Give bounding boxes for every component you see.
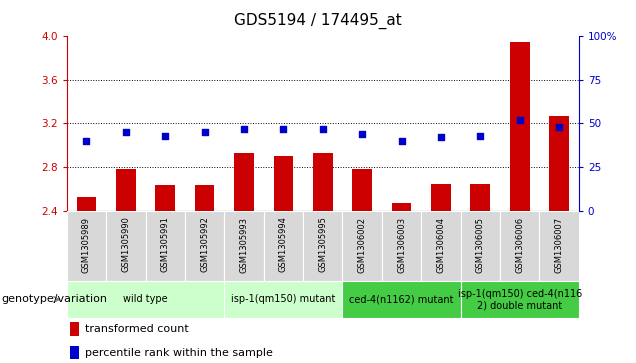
Point	[436, 134, 446, 140]
Point	[396, 138, 406, 144]
Text: GSM1306002: GSM1306002	[357, 216, 366, 273]
Point	[279, 126, 289, 131]
Bar	[460, 211, 500, 281]
Bar	[431, 184, 451, 211]
Point	[200, 129, 210, 135]
Bar	[342, 211, 382, 281]
Text: GSM1306003: GSM1306003	[397, 216, 406, 273]
Bar	[185, 211, 225, 281]
Text: GSM1306005: GSM1306005	[476, 216, 485, 273]
Bar	[550, 116, 569, 211]
Text: GSM1306007: GSM1306007	[555, 216, 563, 273]
Text: GSM1305993: GSM1305993	[240, 216, 249, 273]
Bar	[116, 169, 135, 211]
Point	[318, 126, 328, 131]
Point	[475, 133, 485, 139]
Text: GSM1305994: GSM1305994	[279, 217, 288, 273]
Bar	[342, 281, 460, 318]
Bar	[303, 211, 342, 281]
Text: ced-4(n1162) mutant: ced-4(n1162) mutant	[349, 294, 454, 305]
Point	[239, 126, 249, 131]
Text: isp-1(qm150) ced-4(n116
2) double mutant: isp-1(qm150) ced-4(n116 2) double mutant	[457, 289, 582, 310]
Bar	[70, 322, 79, 335]
Bar	[539, 211, 579, 281]
Text: GSM1305990: GSM1305990	[121, 217, 130, 273]
Bar	[155, 185, 175, 211]
Bar	[264, 211, 303, 281]
Text: GSM1306004: GSM1306004	[436, 216, 445, 273]
Text: GDS5194 / 174495_at: GDS5194 / 174495_at	[234, 13, 402, 29]
Bar	[146, 211, 185, 281]
Point	[554, 124, 564, 130]
Bar	[471, 184, 490, 211]
Bar	[67, 211, 106, 281]
Text: percentile rank within the sample: percentile rank within the sample	[85, 347, 273, 358]
Bar	[70, 346, 79, 359]
Point	[160, 133, 170, 139]
Bar	[421, 211, 460, 281]
Bar	[106, 211, 146, 281]
Bar	[382, 211, 421, 281]
Bar	[460, 281, 579, 318]
Text: genotype/variation: genotype/variation	[1, 294, 107, 305]
Bar	[352, 169, 372, 211]
Text: isp-1(qm150) mutant: isp-1(qm150) mutant	[232, 294, 336, 305]
Bar	[225, 281, 342, 318]
Point	[121, 129, 131, 135]
Bar	[273, 156, 293, 211]
Bar	[510, 42, 530, 211]
Bar	[76, 197, 96, 211]
Bar	[195, 185, 214, 211]
Text: transformed count: transformed count	[85, 324, 189, 334]
Point	[81, 138, 92, 144]
Bar	[67, 281, 225, 318]
Text: GSM1305991: GSM1305991	[161, 217, 170, 273]
Text: GSM1305992: GSM1305992	[200, 217, 209, 273]
Point	[357, 131, 367, 137]
Text: wild type: wild type	[123, 294, 168, 305]
Text: GSM1305989: GSM1305989	[82, 216, 91, 273]
Bar	[313, 153, 333, 211]
Bar	[392, 203, 411, 211]
Text: GSM1305995: GSM1305995	[318, 217, 328, 273]
Text: GSM1306006: GSM1306006	[515, 216, 524, 273]
Point	[515, 117, 525, 123]
Bar	[234, 153, 254, 211]
Bar	[225, 211, 264, 281]
Bar	[500, 211, 539, 281]
